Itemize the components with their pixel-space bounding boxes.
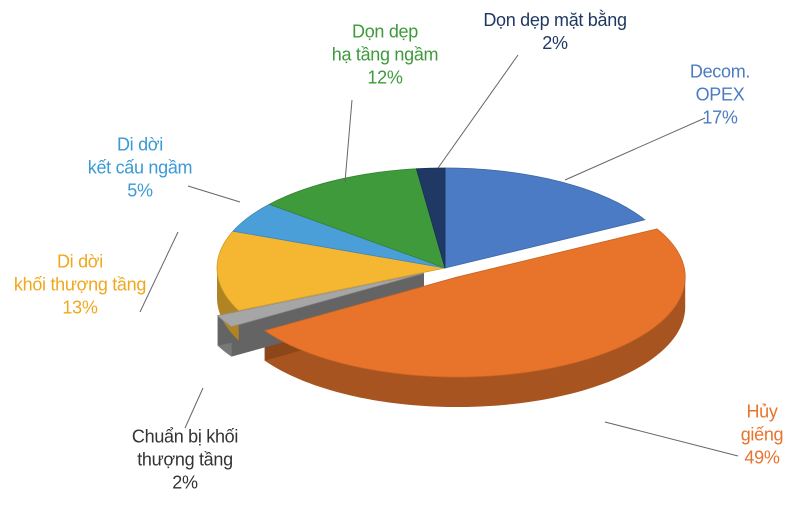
leader-line (564, 117, 706, 181)
leader-line (344, 99, 353, 183)
slice (216, 272, 425, 328)
slice (216, 230, 446, 312)
slice (263, 228, 686, 378)
slice (268, 168, 446, 269)
slice (232, 203, 446, 269)
leader-line (139, 231, 179, 313)
slice-label: Decom. OPEX 17% (674, 61, 766, 130)
slice (415, 167, 446, 269)
slice-label: Chuẩn bị khối thượng tầng 2% (132, 426, 238, 495)
category-label: Dọn dẹp hạ tầng ngầm (331, 21, 439, 65)
slice-label: Dọn dẹp hạ tầng ngầm 12% (331, 21, 439, 90)
value-label: 49% (744, 447, 780, 468)
leader-line (184, 387, 204, 429)
slice-face (217, 273, 424, 346)
leader-line (187, 185, 241, 203)
category-label: Hủy giếng (740, 401, 784, 445)
value-label: 12% (367, 67, 403, 88)
slice-label: Di dời kết cấu ngầm 5% (87, 134, 193, 203)
value-label: 17% (702, 107, 738, 128)
slice-label: Dọn dẹp mặt bằng 2% (483, 9, 627, 55)
slice-label: Di dời khối thượng tầng 13% (14, 251, 146, 320)
category-label: Decom. OPEX (689, 61, 751, 105)
slice-side (264, 277, 686, 408)
leader-line (437, 54, 519, 169)
value-label: 2% (542, 33, 568, 53)
category-label: Di dời khối thượng tầng (13, 251, 147, 295)
leader-line (604, 421, 739, 457)
value-label: 5% (127, 180, 153, 201)
category-label: Chuẩn bị khối thượng tầng (131, 426, 239, 470)
slice (444, 167, 646, 269)
value-label: 13% (62, 297, 98, 318)
category-label: Dọn dẹp mặt bằng (483, 10, 627, 30)
slice-label: Hủy giếng 49% (737, 401, 787, 470)
value-label: 2% (172, 472, 198, 493)
category-label: Di dời kết cấu ngầm (87, 134, 193, 178)
